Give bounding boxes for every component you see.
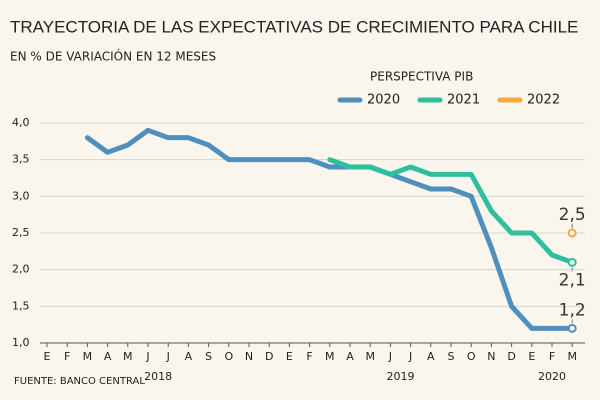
chart-title: TRAYECTORIA DE LAS EXPECTATIVAS DE CRECI… — [10, 17, 578, 36]
end-marker — [567, 257, 577, 267]
value-label: 2,1 — [559, 270, 586, 290]
end-marker — [567, 228, 577, 238]
y-tick-label: 1,5 — [12, 299, 30, 312]
x-tick-label: J — [388, 350, 392, 363]
legend-label: 2020 — [367, 93, 400, 108]
x-tick-label: F — [64, 350, 70, 363]
y-tick-label: 3,5 — [12, 153, 30, 166]
legend-label: 2021 — [447, 93, 480, 108]
y-tick-label: 2,5 — [12, 226, 30, 239]
x-tick-label: M — [567, 350, 577, 363]
year-label: 2018 — [144, 370, 172, 383]
x-tick-label: E — [286, 350, 293, 363]
y-tick-label: 1,0 — [12, 336, 30, 349]
x-tick-label: F — [549, 350, 555, 363]
x-tick-label: A — [427, 350, 435, 363]
year-label: 2020 — [538, 370, 566, 383]
chart-subtitle: EN % DE VARIACIÓN EN 12 MESES — [10, 49, 216, 64]
x-tick-label: M — [123, 350, 133, 363]
x-tick-label: S — [205, 350, 212, 363]
x-tick-label: A — [185, 350, 193, 363]
x-tick-label: M — [83, 350, 93, 363]
x-tick-label: E — [528, 350, 535, 363]
x-tick-label: D — [265, 350, 273, 363]
x-tick-label: D — [507, 350, 515, 363]
y-tick-label: 4,0 — [12, 116, 30, 129]
x-tick-label: N — [487, 350, 495, 363]
y-tick-label: 2,0 — [12, 263, 30, 276]
x-tick-label: J — [408, 350, 412, 363]
x-tick-label: A — [104, 350, 112, 363]
x-tick-label: S — [448, 350, 455, 363]
x-tick-label: O — [224, 350, 233, 363]
legend-title: PERSPECTIVA PIB — [370, 70, 473, 84]
x-tick-label: N — [245, 350, 253, 363]
series-line — [84, 127, 575, 331]
legend-label: 2022 — [527, 93, 560, 108]
year-label: 2019 — [387, 370, 415, 383]
end-marker — [567, 323, 577, 333]
x-tick-label: A — [346, 350, 354, 363]
x-tick-label: M — [325, 350, 335, 363]
series-line — [327, 157, 575, 265]
x-tick-label: J — [145, 350, 149, 363]
value-label: 2,5 — [559, 205, 586, 225]
x-tick-label: M — [365, 350, 375, 363]
x-tick-label: J — [166, 350, 170, 363]
x-tick-label: E — [44, 350, 51, 363]
x-tick-label: F — [306, 350, 312, 363]
x-tick-label: O — [467, 350, 476, 363]
y-tick-label: 3,0 — [12, 189, 30, 202]
source: FUENTE: BANCO CENTRAL — [14, 376, 145, 387]
value-label: 1,2 — [559, 300, 586, 320]
